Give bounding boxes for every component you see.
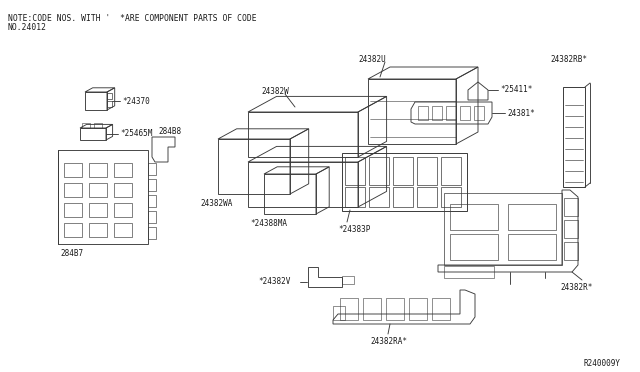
Text: *24388MA: *24388MA — [250, 219, 287, 228]
Text: *25411*: *25411* — [500, 86, 532, 94]
Text: 24382RB*: 24382RB* — [550, 55, 587, 64]
Text: 24382RA*: 24382RA* — [370, 337, 407, 346]
Text: 24382WA: 24382WA — [200, 199, 232, 208]
Text: 284B7: 284B7 — [60, 250, 83, 259]
Text: 24382U: 24382U — [358, 55, 386, 64]
Text: 24382W: 24382W — [261, 87, 289, 96]
Text: NO.24012: NO.24012 — [8, 23, 47, 32]
Text: 284B8: 284B8 — [158, 128, 181, 137]
Text: R240009Y: R240009Y — [583, 359, 620, 369]
Text: *24383P: *24383P — [338, 224, 371, 234]
Text: *25465M: *25465M — [120, 129, 152, 138]
Text: *24382V: *24382V — [258, 278, 291, 286]
Text: NOTE:CODE NOS. WITH '  *ARE COMPONENT PARTS OF CODE: NOTE:CODE NOS. WITH ' *ARE COMPONENT PAR… — [8, 14, 257, 23]
Text: 24381*: 24381* — [507, 109, 535, 118]
Text: 24382R*: 24382R* — [560, 283, 593, 292]
Text: *24370: *24370 — [122, 96, 150, 106]
